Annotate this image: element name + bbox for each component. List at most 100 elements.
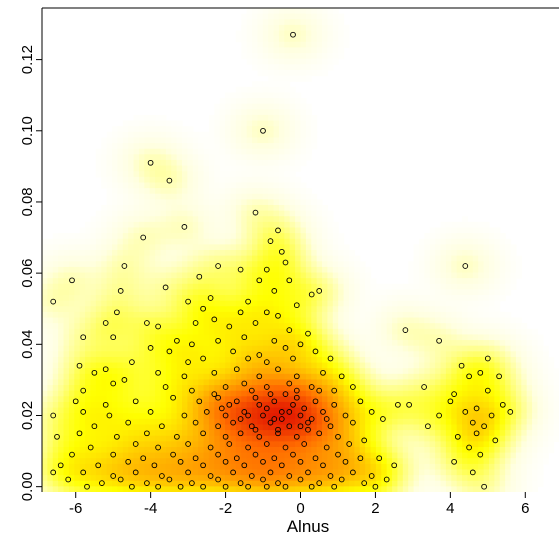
density-cell [322, 238, 329, 245]
density-cell [278, 351, 285, 358]
density-cell [348, 255, 355, 262]
density-cell [182, 131, 189, 139]
density-cell [300, 430, 307, 437]
density-cell [112, 278, 118, 285]
density-cell [252, 446, 259, 454]
density-cell [79, 261, 86, 268]
density-cell [79, 430, 86, 437]
density-cell [208, 143, 215, 150]
density-cell [235, 469, 242, 476]
density-cell [235, 114, 242, 122]
density-cell [47, 300, 54, 307]
density-cell [268, 435, 275, 442]
density-cell [295, 227, 302, 234]
density-cell [311, 458, 318, 465]
density-cell [192, 323, 199, 330]
density-cell [456, 311, 463, 319]
density-cell [230, 143, 237, 150]
density-cell [332, 413, 339, 420]
density-cell [219, 368, 226, 375]
density-cell [413, 244, 420, 251]
density-cell [176, 334, 183, 341]
density-cell [165, 396, 172, 403]
density-cell [149, 278, 156, 285]
density-cell [322, 19, 329, 26]
density-cell [155, 159, 162, 167]
density-cell [440, 351, 447, 358]
density-cell [322, 351, 329, 358]
density-cell [424, 323, 431, 330]
density-cell [408, 368, 415, 375]
density-cell [155, 475, 162, 482]
density-cell [365, 458, 372, 465]
density-cell [462, 278, 469, 285]
density-cell [316, 216, 323, 223]
density-cell [278, 446, 285, 454]
density-cell [106, 452, 113, 459]
density-cell [79, 311, 86, 319]
density-cell [176, 413, 183, 420]
density-cell [138, 390, 145, 397]
density-cell [268, 469, 275, 476]
density-cell [122, 469, 129, 476]
density-cell [219, 221, 226, 229]
density-cell [418, 351, 425, 358]
density-cell [187, 289, 194, 296]
density-cell [327, 261, 334, 268]
density-cell [316, 311, 323, 319]
density-cell [117, 295, 124, 302]
density-cell [451, 368, 458, 375]
density-cell [467, 430, 474, 437]
density-cell [305, 266, 312, 274]
density-cell [241, 255, 248, 262]
density-cell [322, 58, 329, 65]
density-cell [424, 317, 431, 324]
density-cell [149, 131, 156, 139]
density-cell [58, 345, 65, 352]
density-cell [171, 390, 178, 397]
density-cell [112, 204, 118, 212]
density-cell [365, 323, 372, 330]
density-cell [295, 221, 302, 229]
density-cell [381, 390, 388, 397]
density-cell [165, 159, 172, 167]
density-cell [494, 306, 501, 313]
density-cell [144, 469, 151, 476]
density-cell [225, 98, 232, 105]
density-cell [58, 463, 65, 471]
density-cell [133, 300, 140, 307]
density-cell [284, 233, 291, 240]
density-cell [95, 401, 102, 409]
density-cell [488, 278, 495, 285]
density-cell [138, 188, 145, 195]
density-cell [68, 356, 75, 364]
density-cell [58, 418, 65, 426]
density-cell [456, 413, 463, 420]
density-cell [462, 306, 469, 313]
density-cell [85, 385, 92, 392]
density-cell [354, 345, 361, 352]
density-cell [462, 227, 469, 234]
density-cell [128, 475, 135, 482]
density-cell [483, 244, 490, 251]
density-cell [165, 250, 172, 257]
density-cell [182, 334, 189, 341]
density-cell [386, 283, 393, 290]
density-cell [262, 159, 269, 167]
density-cell [262, 446, 269, 454]
density-cell [214, 143, 221, 150]
density-cell [440, 244, 447, 251]
density-cell [225, 401, 232, 409]
density-cell [160, 176, 167, 184]
density-cell [424, 340, 431, 347]
density-cell [257, 148, 264, 155]
density-cell [354, 385, 361, 392]
density-cell [149, 334, 156, 341]
density-cell [42, 255, 48, 262]
density-cell [230, 216, 237, 223]
density-cell [413, 351, 420, 358]
density-cell [176, 148, 183, 155]
density-cell [101, 396, 108, 403]
density-cell [467, 244, 474, 251]
density-cell [435, 480, 442, 487]
